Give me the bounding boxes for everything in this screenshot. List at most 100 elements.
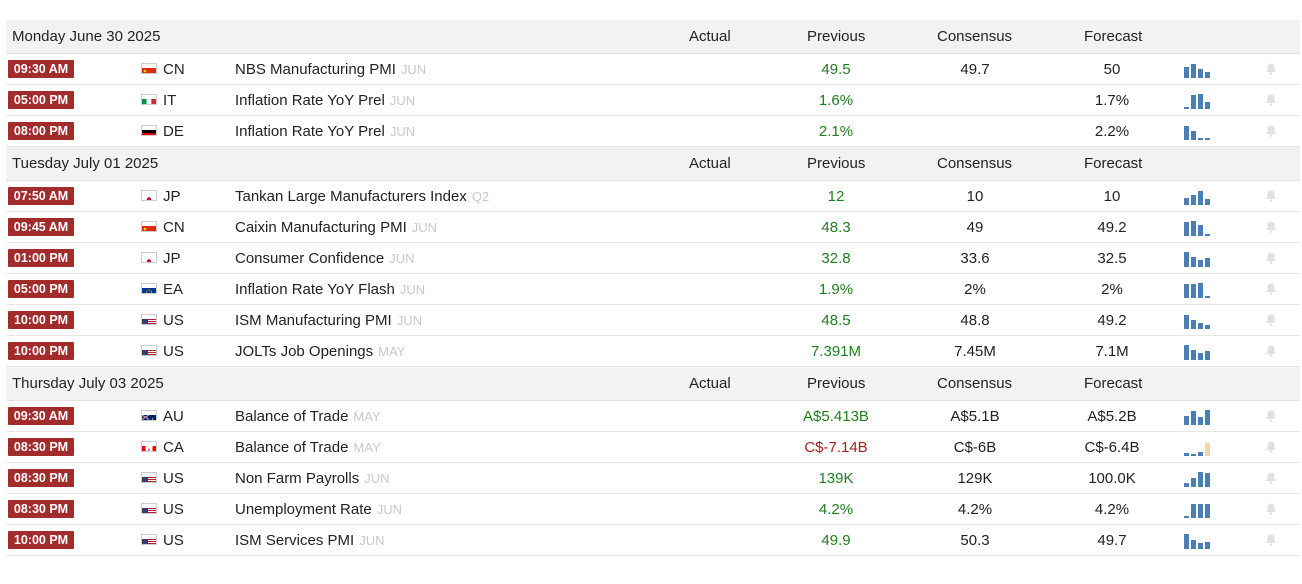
bell-icon[interactable] bbox=[1264, 282, 1278, 296]
spark-bar bbox=[1191, 257, 1196, 267]
jp-flag-icon bbox=[141, 252, 157, 263]
event-row[interactable]: 09:45 AM CN Caixin Manufacturing PMI JUN 48.… bbox=[6, 212, 1300, 243]
country-code: JP bbox=[163, 188, 181, 205]
event-row[interactable]: 05:00 PM IT Inflation Rate YoY Prel JUN 1.6%… bbox=[6, 85, 1300, 116]
previous-value: 48.3 bbox=[821, 219, 851, 236]
event-link[interactable]: Consumer Confidence JUN bbox=[235, 250, 415, 267]
event-name[interactable]: Inflation Rate YoY Flash bbox=[235, 281, 395, 298]
event-link[interactable]: Inflation Rate YoY Prel JUN bbox=[235, 92, 415, 109]
consensus-header: Consensus bbox=[937, 28, 1013, 45]
event-name[interactable]: Tankan Large Manufacturers Index bbox=[235, 188, 467, 205]
event-name[interactable]: Non Farm Payrolls bbox=[235, 470, 360, 487]
bell-icon[interactable] bbox=[1264, 313, 1278, 327]
forecast-value: 10 bbox=[1103, 188, 1121, 205]
chart-sparkline-icon[interactable] bbox=[1184, 533, 1216, 549]
bell-icon[interactable] bbox=[1264, 409, 1278, 423]
event-name[interactable]: Unemployment Rate bbox=[235, 501, 372, 518]
chart-sparkline-icon[interactable] bbox=[1184, 409, 1216, 425]
event-name[interactable]: Balance of Trade bbox=[235, 408, 349, 425]
actual-header: Actual bbox=[689, 155, 731, 172]
forecast-header: Forecast bbox=[1084, 155, 1143, 172]
forecast-value: 1.7% bbox=[1094, 92, 1130, 109]
chart-sparkline-icon[interactable] bbox=[1184, 251, 1216, 267]
chart-sparkline-icon[interactable] bbox=[1184, 62, 1216, 78]
spark-bar bbox=[1198, 225, 1203, 236]
spark-bar bbox=[1198, 543, 1203, 549]
bell-icon[interactable] bbox=[1264, 251, 1278, 265]
chart-sparkline-icon[interactable] bbox=[1184, 189, 1216, 205]
bell-icon[interactable] bbox=[1264, 471, 1278, 485]
bell-icon[interactable] bbox=[1264, 533, 1278, 547]
event-row[interactable]: 08:30 PM US Non Farm Payrolls JUN 139K 129K 10… bbox=[6, 463, 1300, 494]
event-name[interactable]: Balance of Trade bbox=[235, 439, 349, 456]
event-row[interactable]: 07:50 AM JP Tankan Large Manufacturers Ind… bbox=[6, 181, 1300, 212]
us-flag-icon bbox=[141, 472, 157, 483]
event-link[interactable]: NBS Manufacturing PMI JUN bbox=[235, 61, 426, 78]
event-link[interactable]: Balance of Trade MAY bbox=[235, 408, 381, 425]
time-badge: 05:00 PM bbox=[8, 280, 74, 298]
event-link[interactable]: Inflation Rate YoY Prel JUN bbox=[235, 123, 415, 140]
event-row[interactable]: 05:00 PM EA Inflation Rate YoY Flash JUN 1.9… bbox=[6, 274, 1300, 305]
spark-bar bbox=[1184, 315, 1189, 329]
event-row[interactable]: 10:00 PM US ISM Manufacturing PMI JUN 48.5 48… bbox=[6, 305, 1300, 336]
bell-icon[interactable] bbox=[1264, 189, 1278, 203]
event-row[interactable]: 08:30 PM US Unemployment Rate JUN 4.2% 4.2% 4.… bbox=[6, 494, 1300, 525]
bell-icon[interactable] bbox=[1264, 124, 1278, 138]
spark-bar bbox=[1205, 410, 1210, 425]
time-badge: 08:30 PM bbox=[8, 500, 74, 518]
event-link[interactable]: ISM Services PMI JUN bbox=[235, 532, 384, 549]
chart-sparkline-icon[interactable] bbox=[1184, 471, 1216, 487]
chart-sparkline-icon[interactable] bbox=[1184, 220, 1216, 236]
spark-bar bbox=[1205, 296, 1210, 298]
event-link[interactable]: Inflation Rate YoY Flash JUN bbox=[235, 281, 425, 298]
reference-period: JUN bbox=[389, 124, 416, 139]
event-link[interactable]: ISM Manufacturing PMI JUN bbox=[235, 312, 422, 329]
event-name[interactable]: ISM Services PMI bbox=[235, 532, 355, 549]
chart-sparkline-icon[interactable] bbox=[1184, 93, 1216, 109]
event-link[interactable]: Balance of Trade MAY bbox=[235, 439, 381, 456]
time-badge: 10:00 PM bbox=[8, 531, 74, 549]
event-row[interactable]: 10:00 PM US JOLTs Job Openings MAY 7.391M 7.4… bbox=[6, 336, 1300, 367]
de-flag-icon bbox=[141, 125, 157, 136]
event-row[interactable]: 09:30 AM AU Balance of Trade MAY A$5.413B A$5… bbox=[6, 401, 1300, 432]
event-name[interactable]: Caixin Manufacturing PMI bbox=[235, 219, 407, 236]
country-code: CN bbox=[163, 61, 185, 78]
bell-icon[interactable] bbox=[1264, 220, 1278, 234]
bell-icon[interactable] bbox=[1264, 502, 1278, 516]
bell-icon[interactable] bbox=[1264, 440, 1278, 454]
time-badge: 09:45 AM bbox=[8, 218, 74, 236]
chart-sparkline-icon[interactable] bbox=[1184, 124, 1216, 140]
spark-bar bbox=[1205, 542, 1210, 549]
reference-period: JUN bbox=[396, 313, 423, 328]
eu-flag-icon bbox=[141, 283, 157, 294]
bell-icon[interactable] bbox=[1264, 93, 1278, 107]
event-link[interactable]: Tankan Large Manufacturers Index Q2 bbox=[235, 188, 489, 205]
event-name[interactable]: Consumer Confidence bbox=[235, 250, 385, 267]
event-row[interactable]: 08:00 PM DE Inflation Rate YoY Prel JUN 2.1%… bbox=[6, 116, 1300, 147]
reference-period: JUN bbox=[399, 282, 426, 297]
event-row[interactable]: 08:30 PM CA Balance of Trade MAY C$-7.14B C$-… bbox=[6, 432, 1300, 463]
chart-sparkline-icon[interactable] bbox=[1184, 313, 1216, 329]
event-row[interactable]: 01:00 PM JP Consumer Confidence JUN 32.8 33.6… bbox=[6, 243, 1300, 274]
chart-sparkline-icon[interactable] bbox=[1184, 502, 1216, 518]
event-link[interactable]: Unemployment Rate JUN bbox=[235, 501, 402, 518]
chart-sparkline-icon[interactable] bbox=[1184, 282, 1216, 298]
event-row[interactable]: 09:30 AM CN NBS Manufacturing PMI JUN 49.5 49… bbox=[6, 54, 1300, 85]
actual-header: Actual bbox=[689, 375, 731, 392]
event-name[interactable]: ISM Manufacturing PMI bbox=[235, 312, 392, 329]
event-link[interactable]: Caixin Manufacturing PMI JUN bbox=[235, 219, 437, 236]
event-name[interactable]: Inflation Rate YoY Prel bbox=[235, 92, 385, 109]
event-name[interactable]: NBS Manufacturing PMI bbox=[235, 61, 396, 78]
event-row[interactable]: 10:00 PM US ISM Services PMI JUN 49.9 50.3 49.… bbox=[6, 525, 1300, 556]
consensus-value: 33.6 bbox=[960, 250, 990, 267]
previous-value: 7.391M bbox=[810, 343, 862, 360]
forecast-value: 49.2 bbox=[1097, 312, 1127, 329]
event-link[interactable]: Non Farm Payrolls JUN bbox=[235, 470, 389, 487]
event-link[interactable]: JOLTs Job Openings MAY bbox=[235, 343, 405, 360]
chart-sparkline-icon[interactable] bbox=[1184, 440, 1216, 456]
event-name[interactable]: Inflation Rate YoY Prel bbox=[235, 123, 385, 140]
bell-icon[interactable] bbox=[1264, 344, 1278, 358]
chart-sparkline-icon[interactable] bbox=[1184, 344, 1216, 360]
event-name[interactable]: JOLTs Job Openings bbox=[235, 343, 374, 360]
bell-icon[interactable] bbox=[1264, 62, 1278, 76]
